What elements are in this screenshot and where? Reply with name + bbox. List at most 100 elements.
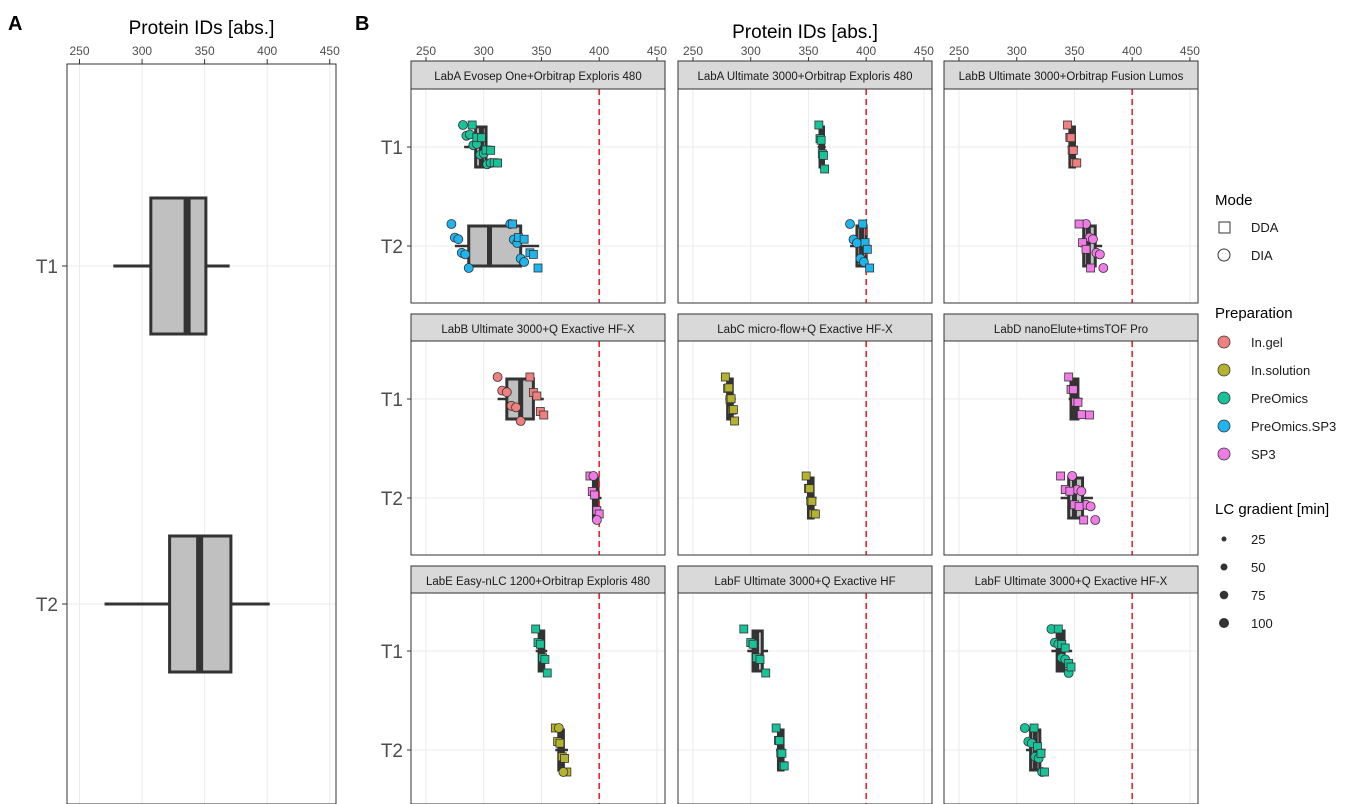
legend-label: 75 — [1251, 588, 1265, 603]
facet-strip — [943, 60, 1199, 90]
tick-label: 250 — [416, 44, 436, 58]
tick-label: 450 — [1180, 44, 1200, 58]
data-point — [1085, 501, 1096, 512]
tick-label: 300 — [132, 44, 152, 58]
data-point — [1088, 234, 1098, 245]
legend-key-size — [1220, 563, 1228, 571]
data-point — [555, 738, 565, 748]
facet: LabF Ultimate 3000+Q Exactive HF — [677, 565, 933, 804]
legend-key-size — [1221, 536, 1227, 542]
legend-key-color — [1217, 335, 1231, 349]
data-point — [1060, 643, 1070, 653]
data-point — [1065, 486, 1075, 496]
panel-border — [410, 592, 666, 804]
panel-label-b: B — [355, 13, 369, 35]
panel-border — [943, 340, 1199, 556]
tick-label: 400 — [589, 44, 609, 58]
legend-label: DIA — [1251, 248, 1273, 263]
data-point — [730, 416, 739, 426]
legend-label: 25 — [1251, 532, 1265, 547]
data-point — [1068, 145, 1078, 155]
data-point — [531, 624, 541, 634]
data-point — [1067, 471, 1078, 481]
data-point — [858, 219, 868, 229]
tick-label: 450 — [320, 44, 340, 58]
data-point — [814, 120, 824, 130]
panel-border — [943, 88, 1199, 304]
data-point — [558, 767, 569, 777]
legend-label: In.gel — [1251, 335, 1283, 350]
panel-b: Protein IDs [abs.] LabA Evosep One+Orbitr… — [381, 22, 1200, 804]
data-point — [540, 655, 550, 664]
data-point — [525, 372, 535, 382]
data-point — [532, 391, 542, 401]
data-point — [1074, 501, 1084, 511]
data-point — [1085, 410, 1094, 420]
data-point — [726, 394, 736, 404]
data-point — [779, 761, 789, 771]
panel-border — [677, 592, 933, 804]
data-point — [1094, 249, 1105, 260]
tick-label: 350 — [798, 44, 818, 58]
data-point — [1098, 263, 1109, 273]
legend-label: 50 — [1251, 560, 1265, 575]
data-point — [1053, 624, 1063, 634]
legend-key-size — [1219, 590, 1229, 600]
data-point — [542, 668, 552, 678]
data-point — [590, 490, 599, 500]
category-label: T2 — [381, 237, 403, 258]
facet-strip — [677, 565, 933, 594]
legend-key-color — [1217, 419, 1231, 433]
data-point — [1073, 397, 1083, 407]
data-point — [446, 219, 457, 229]
tick-label: 400 — [856, 44, 876, 58]
data-point — [533, 263, 543, 273]
data-point — [805, 484, 815, 494]
category-label: T1 — [381, 138, 403, 159]
data-point — [477, 133, 486, 143]
facet: LabB Ultimate 3000+Q Exactive HF-X T1 T2 — [381, 313, 666, 556]
data-point — [771, 723, 781, 733]
legend-label: 100 — [1251, 616, 1273, 631]
data-point — [588, 471, 599, 481]
data-point — [1076, 410, 1086, 420]
tick-label: 450 — [647, 44, 667, 58]
data-point — [1079, 515, 1089, 525]
legend-key-circle — [1217, 248, 1231, 262]
facet-title: LabF Ultimate 3000+Q Exactive HF — [714, 576, 895, 588]
legend-label: DDA — [1251, 220, 1279, 235]
legend: Mode DDA DIA Preparation In.gel In.solution Pr… — [1215, 192, 1336, 631]
category-label: T1 — [381, 390, 403, 411]
legend-label: SP3 — [1251, 447, 1276, 462]
data-point — [1040, 767, 1049, 777]
tick-label: 400 — [257, 44, 277, 58]
data-point — [463, 263, 474, 273]
facet-strip — [943, 313, 1199, 342]
tick-label: 350 — [531, 44, 551, 58]
data-point — [819, 150, 828, 160]
data-point — [1074, 219, 1084, 229]
panel-border — [410, 340, 666, 556]
data-point — [755, 655, 765, 664]
data-point — [560, 754, 569, 763]
facet: LabC micro-flow+Q Exactive HF-X — [677, 313, 933, 556]
facet: LabF Ultimate 3000+Q Exactive HF-X — [943, 565, 1199, 804]
panel-border — [677, 340, 933, 556]
data-point — [862, 244, 872, 254]
data-point — [761, 668, 771, 678]
facet-title: LabE Easy-nLC 1200+Orbitrap Exploris 480 — [426, 576, 650, 588]
data-point — [460, 249, 471, 260]
facet-strip — [943, 565, 1199, 594]
legend-label: PreOmics — [1251, 391, 1309, 406]
tick-label: 250 — [949, 44, 969, 58]
box — [467, 224, 523, 268]
data-point — [775, 736, 784, 746]
legend-label: In.solution — [1251, 363, 1310, 378]
category-label: T1 — [36, 257, 58, 278]
facet-title: LabD nanoElute+timsTOF Pro — [994, 324, 1148, 336]
data-point — [1056, 471, 1066, 481]
facet: LabA Evosep One+Orbitrap Exploris 480 250… — [381, 44, 667, 304]
data-point — [519, 257, 530, 267]
legend-key-color — [1217, 447, 1231, 461]
